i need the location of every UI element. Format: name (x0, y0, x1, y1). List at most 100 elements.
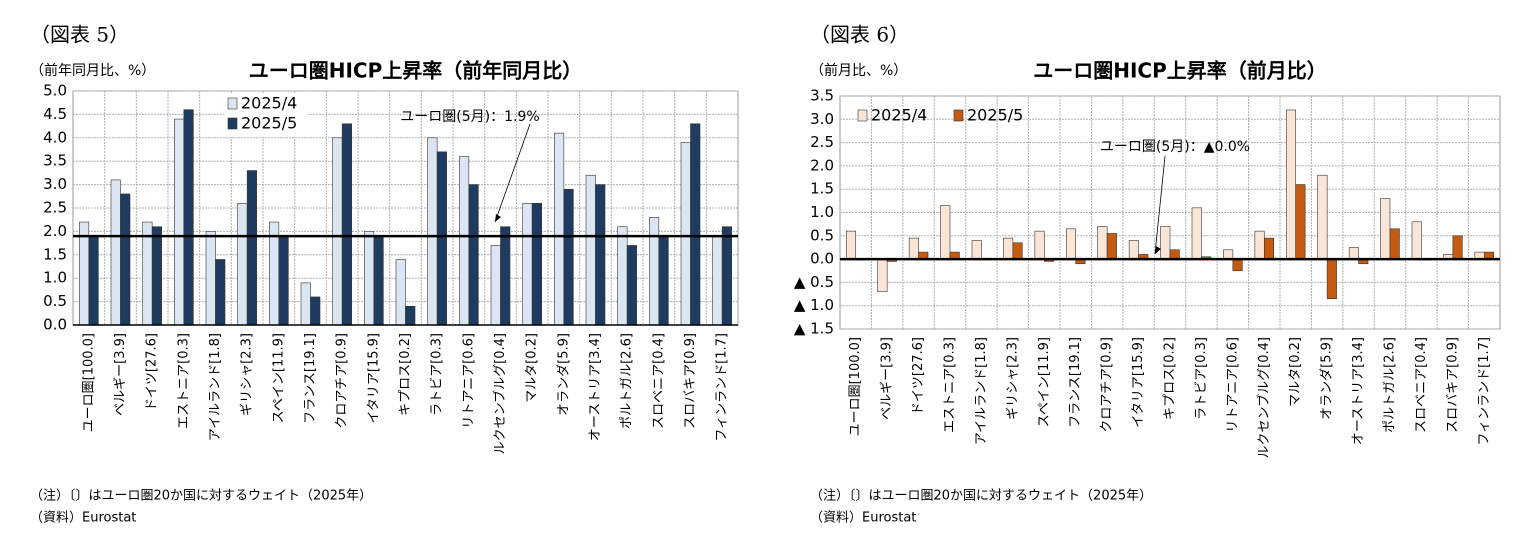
x-tick-label: スロベニア[0.4] (651, 333, 666, 429)
bar (1128, 240, 1139, 260)
x-tick-label: マルタ[0.2] (525, 333, 540, 403)
bar (712, 235, 723, 326)
arrow-head (1155, 246, 1161, 254)
x-tick-label: ポルトガル[2.6] (1383, 337, 1398, 433)
bar (436, 151, 447, 326)
bar (1285, 109, 1297, 260)
y-tick-label: 4.0 (43, 128, 67, 146)
bar (971, 240, 982, 260)
bar (1263, 237, 1275, 260)
x-tick-label: エストニア[0.3] (176, 333, 191, 429)
note: （資料）Eurostat (810, 511, 916, 526)
y-tick-label: 1.5 (43, 245, 67, 263)
y-tick-label: 5.0 (43, 82, 67, 100)
legend-swatch (227, 97, 238, 110)
bar (1012, 242, 1023, 260)
bar (649, 217, 660, 326)
x-tick-label: オランダ[5.9] (556, 333, 571, 416)
bar (1452, 235, 1463, 260)
unit-label: （前月比、%） (810, 62, 907, 79)
annotation-arrow (494, 123, 531, 223)
x-tick-label: アイルランド[1.8] (974, 337, 989, 445)
bar (500, 226, 511, 326)
x-tick-label: イタリア[15.9] (366, 333, 381, 424)
bar (690, 123, 701, 326)
bar (1003, 237, 1014, 260)
x-tick-label: マルタ[0.2] (1288, 337, 1303, 407)
bar (341, 123, 352, 326)
bar (151, 226, 162, 326)
y-tick-label: 1.5 (810, 180, 834, 198)
bar (721, 226, 732, 326)
x-tick-label: フィンランド[1.7] (715, 333, 730, 442)
bar (680, 142, 691, 326)
x-tick-label: ドイツ[27.6] (145, 333, 160, 411)
x-tick-label: ベルギー[3.9] (880, 337, 895, 420)
chart-title: ユーロ圏HICP上昇率（前月比） (1033, 59, 1327, 83)
bar (1191, 207, 1202, 260)
x-tick-label: ラトビア[0.3] (430, 333, 445, 416)
y-tick-label: ▲ 0.5 (794, 273, 834, 291)
note: （資料）Eurostat (30, 511, 136, 526)
bar (120, 193, 131, 326)
y-tick-label: 2.0 (43, 222, 67, 240)
y-tick-label: 1.0 (43, 269, 67, 287)
bar (395, 259, 406, 326)
y-tick-label: ▲ 1.5 (794, 320, 834, 338)
bar (1389, 228, 1400, 260)
y-tick-label: 2.5 (43, 199, 67, 217)
x-tick-label: リトアニア[0.6] (461, 333, 476, 429)
bar (79, 221, 90, 326)
bar (1169, 249, 1180, 260)
bar (237, 203, 248, 326)
legend-label: 2025/5 (967, 106, 1023, 125)
x-tick-label: アイルランド[1.8] (208, 333, 223, 441)
bar (468, 184, 479, 326)
y-tick-label: 3.5 (810, 87, 834, 105)
arrow-head (495, 214, 501, 222)
bar (110, 179, 121, 326)
bar (940, 205, 951, 260)
figure-label: （図表 6） (810, 23, 909, 47)
y-tick-label: 0.0 (43, 316, 67, 334)
bar (554, 132, 565, 326)
y-tick-label: 0.0 (810, 250, 834, 268)
y-tick-label: 2.5 (810, 133, 834, 151)
bar (300, 282, 311, 326)
annotation: ユーロ圏(5月)：▲0.0% (1100, 139, 1250, 155)
figure-label: （図表 5） (30, 23, 129, 47)
bar (1106, 233, 1117, 260)
y-tick-label: 3.5 (43, 152, 67, 170)
bar (269, 221, 280, 326)
bar (278, 235, 289, 326)
x-tick-label: ルクセンブルグ[0.4] (1256, 337, 1272, 458)
bar (88, 235, 99, 326)
x-tick-label: スロバキア[0.9] (1445, 337, 1460, 433)
bar (1223, 249, 1234, 260)
bar (174, 118, 185, 326)
bar (1317, 174, 1328, 260)
bar (626, 245, 637, 326)
annotation: ユーロ圏(5月)：1.9% (400, 109, 539, 125)
y-tick-label: 1.0 (810, 203, 834, 221)
x-tick-label: ドイツ[27.6] (911, 337, 926, 415)
bar (310, 296, 321, 326)
x-tick-label: オーストリア[3.4] (1351, 337, 1366, 445)
legend-label: 2025/4 (241, 94, 297, 113)
y-tick-label: 3.0 (810, 110, 834, 128)
bar (531, 203, 542, 326)
note: （注）〔〕はユーロ圏20か国に対するウェイト（2025年） (810, 489, 1152, 504)
x-tick-label: フィンランド[1.7] (1477, 337, 1492, 446)
bar (1295, 184, 1306, 260)
bar (563, 188, 574, 326)
bar (215, 259, 226, 326)
legend-label: 2025/4 (871, 106, 927, 125)
bar (877, 258, 888, 293)
x-tick-label: キプロス[0.2] (398, 333, 413, 416)
x-tick-label: ユーロ圏[100.0] (848, 337, 863, 436)
x-tick-label: スロバキア[0.9] (683, 333, 698, 429)
y-tick-label: 3.0 (43, 175, 67, 193)
unit-label: （前年同月比、%） (30, 62, 155, 79)
x-tick-label: イタリア[15.9] (1131, 337, 1146, 428)
